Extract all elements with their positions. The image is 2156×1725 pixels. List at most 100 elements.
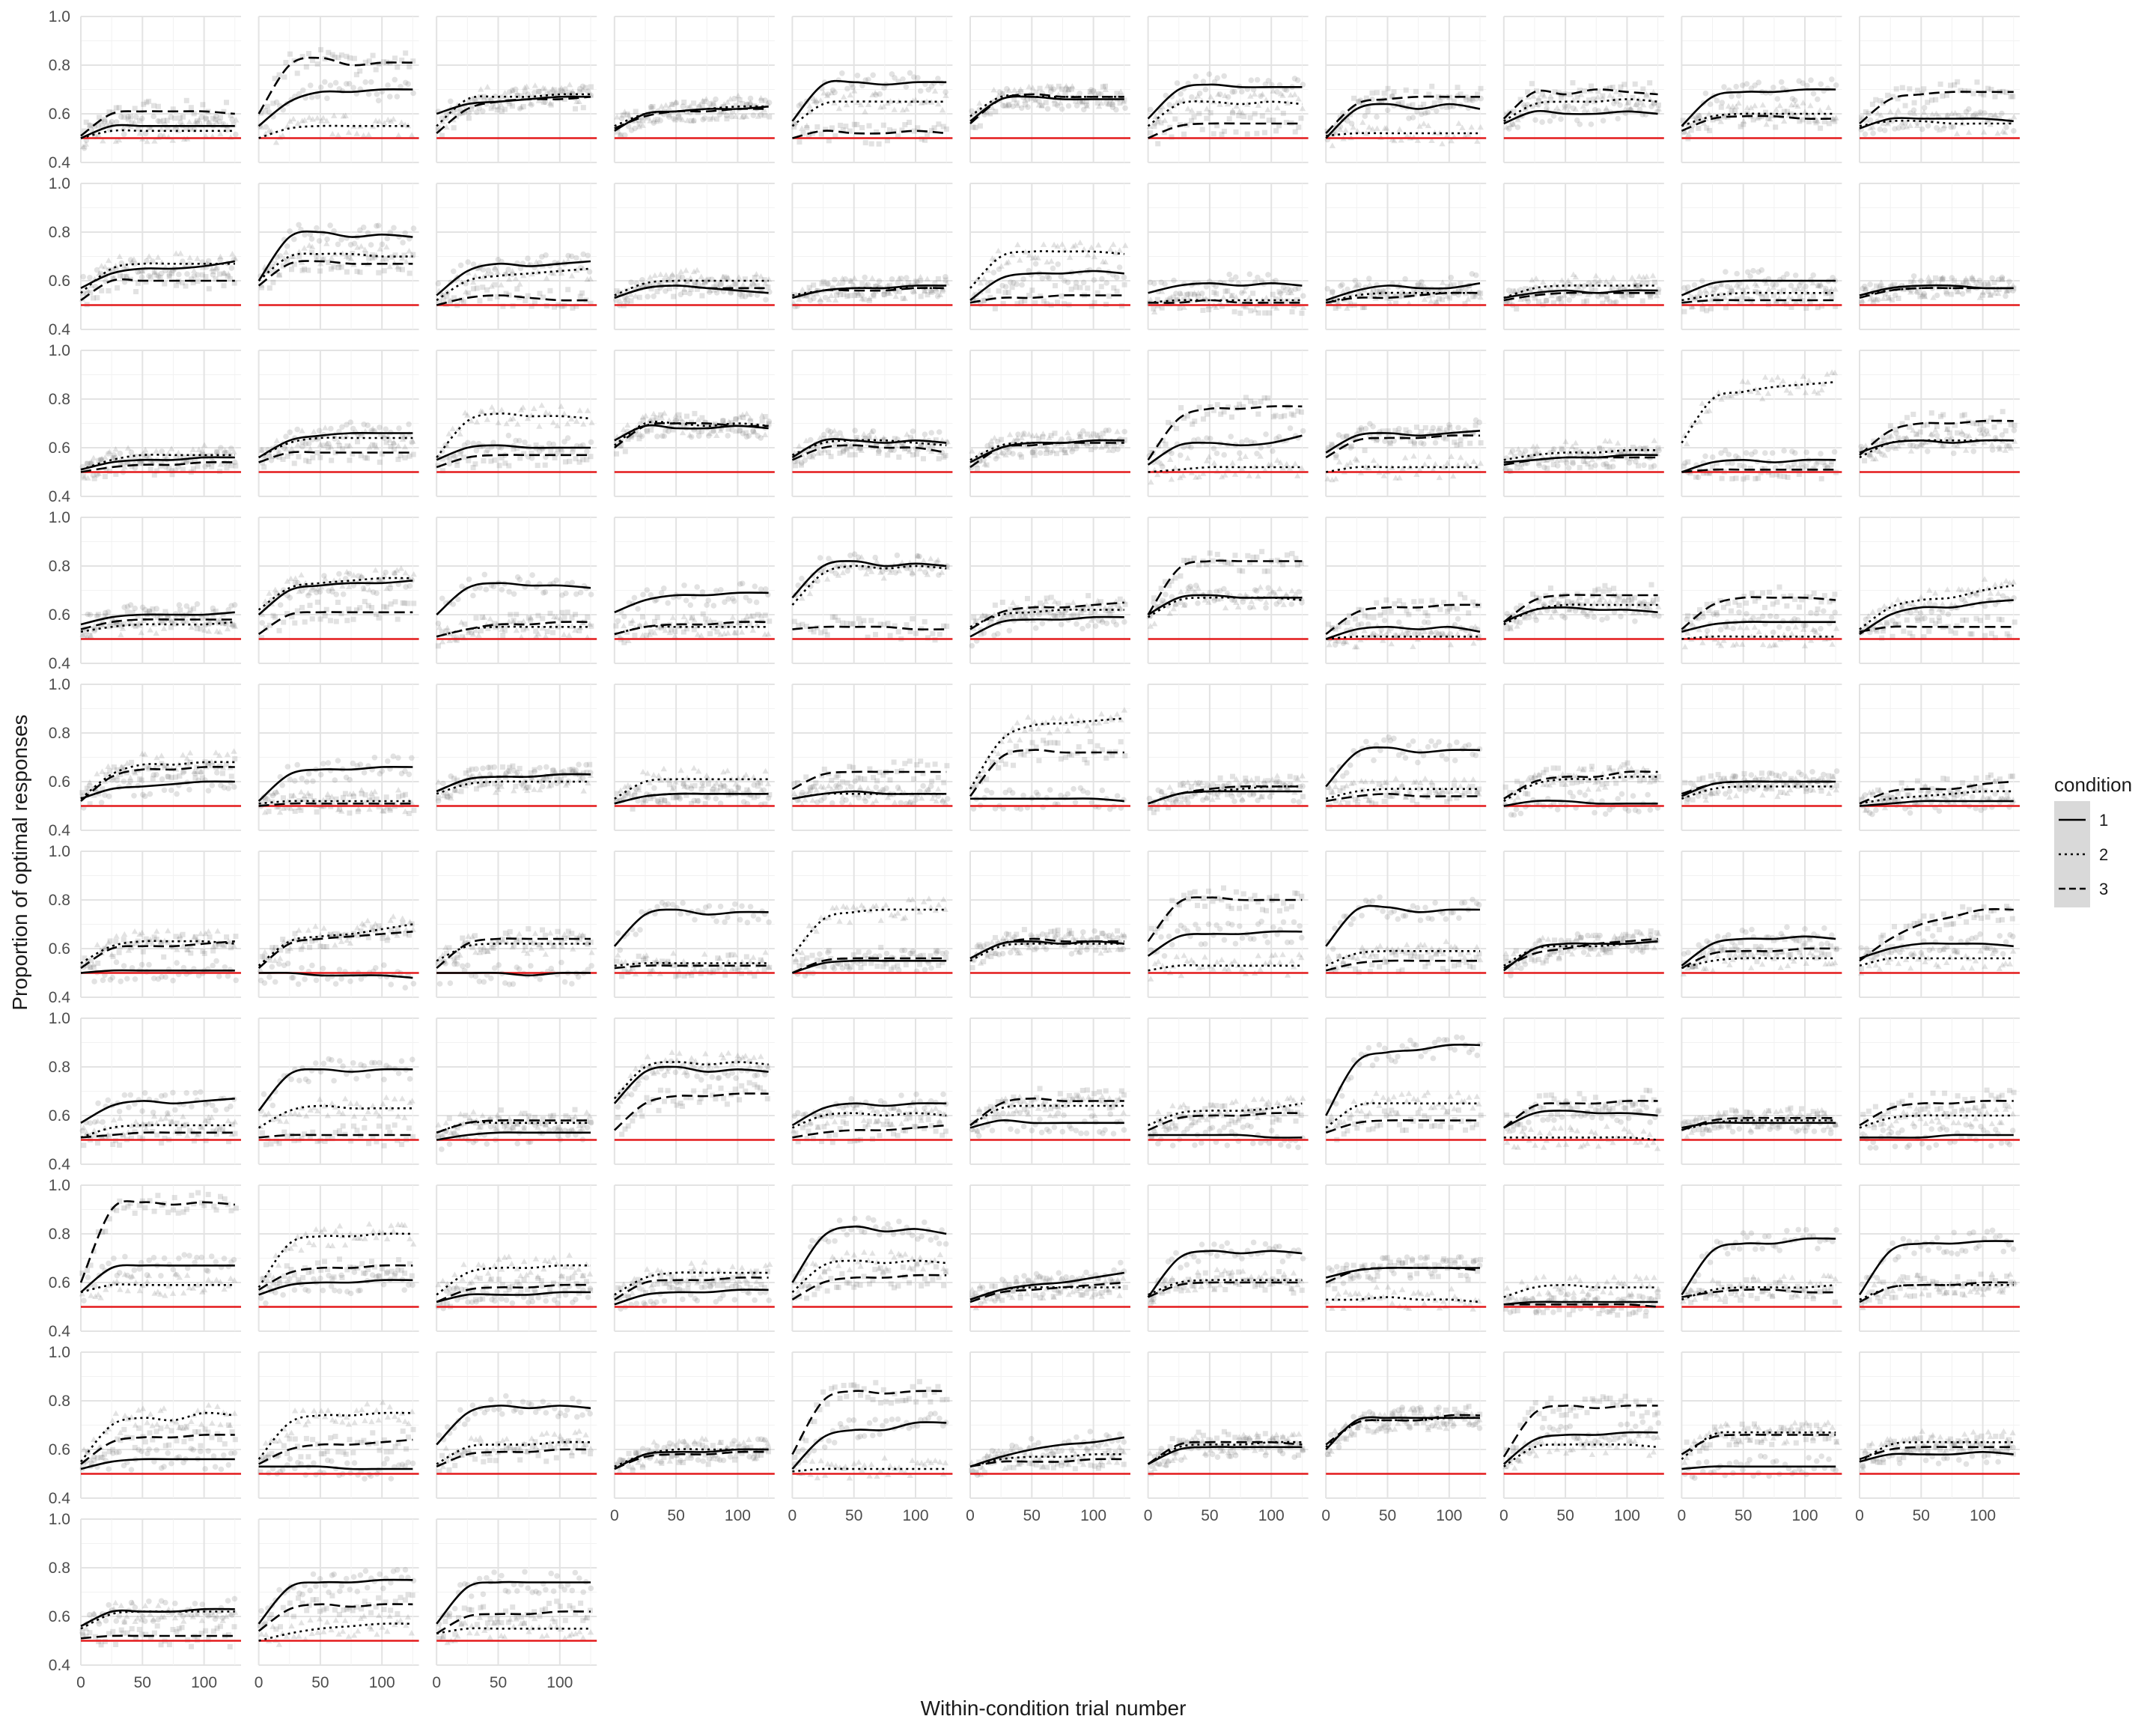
data-point: [1607, 464, 1613, 470]
data-point: [350, 85, 356, 91]
data-point: [803, 122, 810, 129]
data-point: [838, 122, 844, 128]
data-point: [686, 103, 694, 109]
data-point: [1769, 450, 1776, 456]
data-point: [305, 114, 313, 121]
data-point: [907, 434, 913, 440]
data-point: [1038, 103, 1045, 109]
data-point: [681, 100, 687, 105]
data-point: [806, 453, 812, 459]
series-line-3: [80, 110, 235, 137]
data-point: [1922, 293, 1928, 299]
data-point: [799, 125, 806, 131]
data-point: [1763, 293, 1769, 299]
data-point: [1988, 415, 1994, 421]
data-point: [299, 118, 305, 124]
data-point: [651, 116, 657, 123]
data-point: [1862, 457, 1868, 463]
data-point: [871, 293, 877, 299]
data-point: [540, 85, 546, 91]
data-point: [1077, 433, 1083, 439]
data-point: [839, 70, 845, 76]
data-point: [183, 97, 189, 103]
data-point: [766, 100, 773, 106]
data-point: [685, 105, 691, 111]
data-point: [1928, 410, 1934, 416]
data-point: [331, 264, 337, 270]
data-point: [1169, 450, 1175, 457]
data-point: [1081, 106, 1087, 113]
data-point: [1339, 282, 1345, 288]
data-point: [551, 87, 557, 93]
data-point: [472, 461, 478, 467]
facet-panel: [969, 16, 1130, 163]
data-point: [1014, 100, 1020, 106]
data-point: [731, 95, 737, 102]
data-point: [861, 296, 867, 302]
data-point: [1588, 121, 1595, 127]
data-point: [1211, 445, 1217, 451]
facet-panel: [435, 16, 597, 163]
data-point: [935, 76, 941, 82]
data-point: [224, 100, 229, 106]
data-point: [81, 633, 87, 639]
data-point: [317, 84, 324, 91]
data-point: [1863, 287, 1869, 293]
data-point: [866, 123, 872, 129]
data-point: [582, 85, 588, 91]
data-point: [95, 131, 102, 138]
data-point: [527, 100, 534, 106]
data-point: [1467, 440, 1473, 446]
data-point: [699, 415, 705, 421]
data-point: [159, 448, 165, 454]
data-point: [377, 459, 383, 465]
data-point: [1206, 307, 1212, 313]
data-point: [752, 103, 757, 109]
data-point: [739, 101, 745, 106]
data-point: [543, 252, 549, 258]
data-point: [1077, 285, 1083, 290]
data-point: [1171, 277, 1177, 284]
data-point: [365, 91, 372, 97]
data-point: [588, 84, 594, 90]
data-point: [1702, 453, 1708, 460]
data-point: [1085, 285, 1091, 291]
data-point: [200, 102, 206, 108]
data-point: [1211, 131, 1216, 137]
data-point: [1832, 118, 1838, 124]
data-point: [1737, 463, 1743, 469]
data-point: [365, 455, 370, 461]
data-point: [653, 118, 660, 124]
data-point: [1917, 429, 1923, 435]
data-point: [1163, 92, 1169, 99]
data-point: [213, 113, 219, 120]
data-point: [811, 97, 818, 104]
data-point: [461, 299, 466, 305]
data-point: [360, 224, 367, 231]
data-point: [141, 101, 147, 107]
data-point: [758, 112, 764, 118]
data-point: [1298, 115, 1304, 121]
data-point: [1214, 402, 1220, 408]
data-point: [1921, 86, 1927, 92]
data-point: [791, 124, 797, 130]
data-point: [763, 296, 769, 303]
data-point: [1300, 293, 1306, 299]
data-point: [398, 453, 404, 459]
data-point: [1248, 308, 1254, 314]
data-point: [1982, 110, 1988, 116]
data-point: [406, 421, 412, 428]
data-point: [374, 590, 380, 597]
data-point: [523, 298, 529, 304]
data-point: [1577, 121, 1583, 127]
data-point: [1000, 103, 1006, 109]
data-point: [562, 86, 568, 92]
data-point: [525, 255, 531, 262]
data-point: [344, 443, 350, 449]
data-point: [160, 133, 168, 139]
data-point: [95, 123, 101, 129]
data-point: [465, 259, 471, 265]
data-point: [1106, 293, 1112, 299]
data-point: [648, 106, 654, 112]
data-point: [628, 298, 634, 304]
